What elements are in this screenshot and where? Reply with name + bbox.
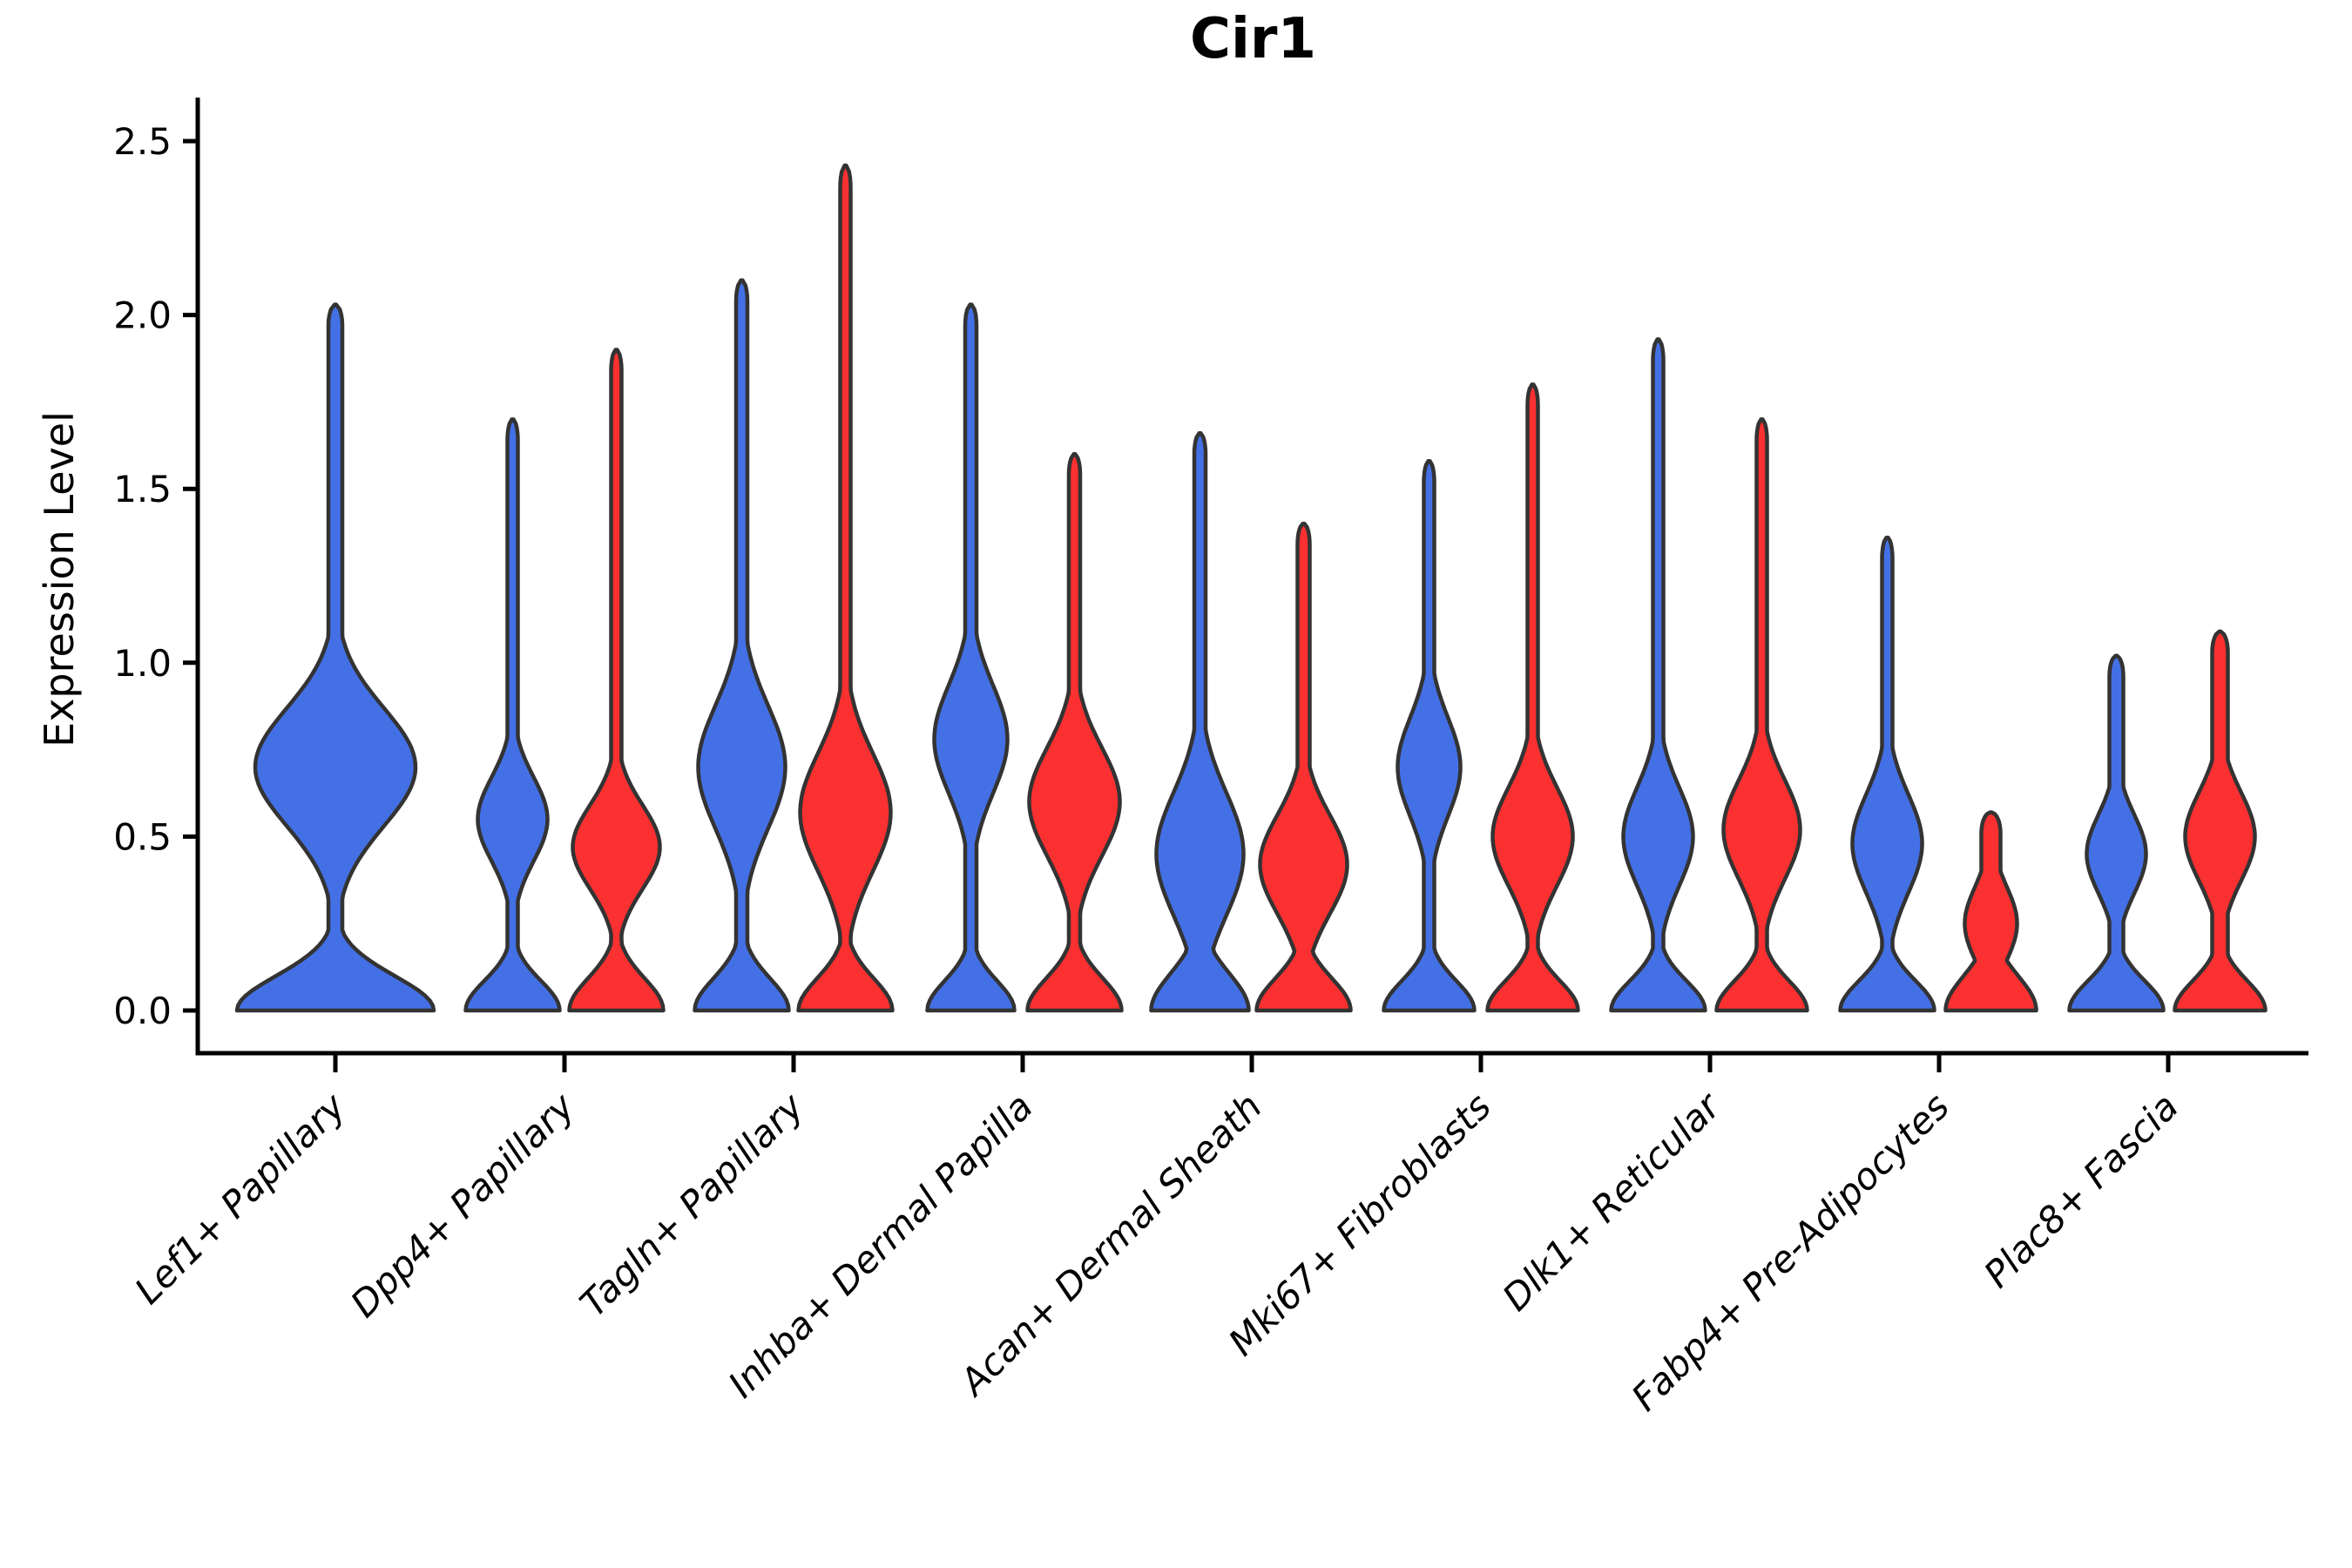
y-axis-label: Expression Level <box>36 411 83 747</box>
violin-blue-mki67 <box>1382 459 1477 1013</box>
y-tick-label: 2.0 <box>113 294 172 337</box>
y-tick-label: 1.5 <box>113 468 172 510</box>
violin-blue-inhba <box>925 302 1017 1013</box>
violin-red-fabp4 <box>1943 810 2038 1013</box>
violin-blue-dpp4 <box>463 417 562 1013</box>
x-tick-label: Lef1+ Papillary <box>126 1085 355 1313</box>
violin-blue-fabp4 <box>1838 535 1936 1013</box>
violin-blue-lef1 <box>234 302 436 1013</box>
x-tick-label: Mki67+ Fibroblasts <box>1220 1085 1499 1363</box>
violin-red-mki67 <box>1485 382 1580 1013</box>
violin-red-inhba <box>1025 452 1124 1013</box>
x-tick-label: Tagln+ Papillary <box>571 1085 813 1326</box>
violin-red-acan <box>1254 521 1353 1013</box>
violin-blue-dlk1 <box>1609 337 1707 1013</box>
y-tick-label: 2.5 <box>113 120 172 163</box>
x-tick-label: Plac8+ Fascia <box>1976 1085 2186 1295</box>
x-tick-label: Dpp4+ Papillary <box>342 1085 584 1326</box>
y-tick-label: 0.5 <box>113 815 172 858</box>
chart-title: Cir1 <box>1190 7 1316 71</box>
violin-red-dpp4 <box>567 348 666 1013</box>
y-tick-label: 1.0 <box>113 642 172 685</box>
violin-blue-tagln <box>693 278 791 1013</box>
violin-blue-acan <box>1149 431 1251 1013</box>
x-tick-label: Dlk1+ Reticular <box>1494 1083 1730 1319</box>
violin-blue-plac8 <box>2067 653 2166 1013</box>
violin-red-dlk1 <box>1714 417 1809 1013</box>
violin-red-plac8 <box>2173 629 2268 1013</box>
y-tick-label: 0.0 <box>113 990 172 1032</box>
violin-red-tagln <box>796 163 895 1013</box>
